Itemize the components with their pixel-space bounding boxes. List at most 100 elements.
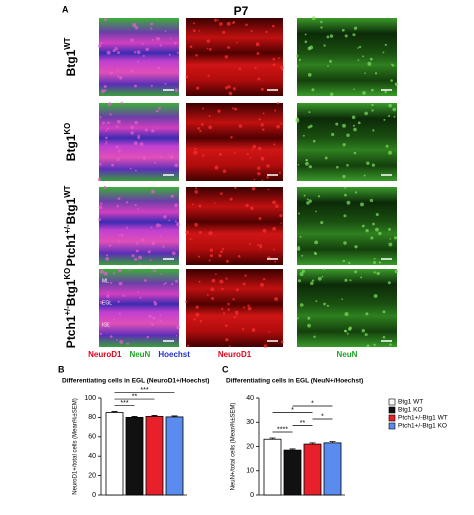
cell-speckle <box>105 257 110 261</box>
cell-speckle <box>388 227 392 231</box>
cell-speckle <box>245 23 248 27</box>
cell-speckle <box>241 328 245 331</box>
cell-speckle <box>354 245 358 249</box>
cell-speckle <box>145 47 149 52</box>
y-tick-label: 0 <box>250 492 254 499</box>
cell-speckle <box>222 312 226 315</box>
cell-speckle <box>247 304 250 307</box>
column-label-part: NeuN <box>337 350 358 359</box>
cell-speckle <box>151 129 155 133</box>
cell-speckle <box>383 118 386 121</box>
cell-speckle <box>366 161 370 165</box>
cell-speckle <box>118 281 123 286</box>
cell-speckle <box>263 344 268 348</box>
cell-speckle <box>360 276 363 279</box>
cell-speckle <box>174 163 179 168</box>
cell-speckle <box>130 125 134 130</box>
cell-speckle <box>341 298 343 300</box>
cell-speckle <box>155 109 159 113</box>
cell-speckle <box>335 122 339 126</box>
cell-speckle <box>174 88 179 93</box>
cell-speckle <box>175 334 178 337</box>
cell-speckle <box>146 335 150 339</box>
cell-speckle <box>260 156 265 161</box>
text-segment: WT <box>63 37 72 49</box>
cell-speckle <box>105 142 108 145</box>
micrograph <box>99 103 179 181</box>
cell-speckle <box>107 302 109 305</box>
cell-speckle <box>193 22 196 25</box>
cell-speckle <box>152 316 156 320</box>
cell-speckle <box>343 329 347 333</box>
cell-speckle <box>120 101 124 105</box>
cell-speckle <box>129 167 132 170</box>
cell-speckle <box>153 300 156 304</box>
micrograph <box>186 103 283 181</box>
cell-speckle <box>298 58 302 62</box>
cell-speckle <box>361 224 365 228</box>
cell-speckle <box>371 163 375 167</box>
cell-speckle <box>227 45 231 49</box>
cell-speckle <box>342 143 346 147</box>
cell-speckle <box>331 132 335 137</box>
cell-speckle <box>213 202 216 204</box>
spacer <box>150 350 158 359</box>
error-bar <box>131 416 138 418</box>
cell-speckle <box>137 291 139 293</box>
cell-speckle <box>157 66 161 70</box>
cell-speckle <box>171 251 176 256</box>
cell-speckle <box>262 112 265 115</box>
cell-speckle <box>352 124 355 127</box>
cell-speckle <box>144 128 148 132</box>
cell-speckle <box>99 300 104 305</box>
cell-speckle <box>176 325 180 330</box>
significance-label: *** <box>140 387 148 394</box>
cell-speckle <box>106 254 109 257</box>
cell-speckle <box>151 323 154 326</box>
cell-speckle <box>174 203 178 208</box>
cell-speckle <box>326 304 330 307</box>
cell-speckle <box>193 318 196 321</box>
cell-speckle <box>306 201 310 205</box>
cell-speckle <box>197 255 201 258</box>
cell-speckle <box>251 186 256 191</box>
cell-speckle <box>260 246 262 249</box>
cell-speckle <box>265 30 268 34</box>
cell-speckle <box>198 204 202 208</box>
cell-speckle <box>224 55 228 59</box>
cell-speckle <box>254 66 257 69</box>
cell-speckle <box>142 54 145 58</box>
column-label-part: NeuN <box>129 350 150 359</box>
cell-speckle <box>327 65 329 67</box>
layer-label: EGL <box>102 300 112 306</box>
cell-speckle <box>167 153 170 155</box>
cell-speckle <box>214 165 219 170</box>
cell-speckle <box>130 38 134 42</box>
cell-speckle <box>159 314 162 317</box>
cell-speckle <box>257 172 261 176</box>
cell-speckle <box>197 126 201 130</box>
significance-label: ** <box>300 420 306 427</box>
column-label: NeuroD1 <box>218 350 252 359</box>
cell-speckle <box>174 42 177 45</box>
cell-speckle <box>130 131 134 135</box>
cell-speckle <box>116 69 119 72</box>
cell-speckle <box>322 268 325 271</box>
cell-speckle <box>159 319 162 322</box>
cell-speckle <box>262 228 267 233</box>
cell-speckle <box>154 161 156 164</box>
cell-speckle <box>307 73 312 77</box>
micrograph <box>99 18 179 96</box>
cell-speckle <box>296 317 299 320</box>
cell-speckle <box>228 345 231 348</box>
cell-speckle <box>191 203 194 206</box>
cell-speckle <box>336 165 339 169</box>
cell-speckle <box>301 269 305 273</box>
cell-speckle <box>118 312 121 316</box>
cell-speckle <box>344 186 347 189</box>
cell-speckle <box>122 294 125 297</box>
cell-speckle <box>108 244 112 247</box>
cell-speckle <box>346 133 350 138</box>
micrograph <box>186 187 283 265</box>
cell-speckle <box>249 243 252 245</box>
